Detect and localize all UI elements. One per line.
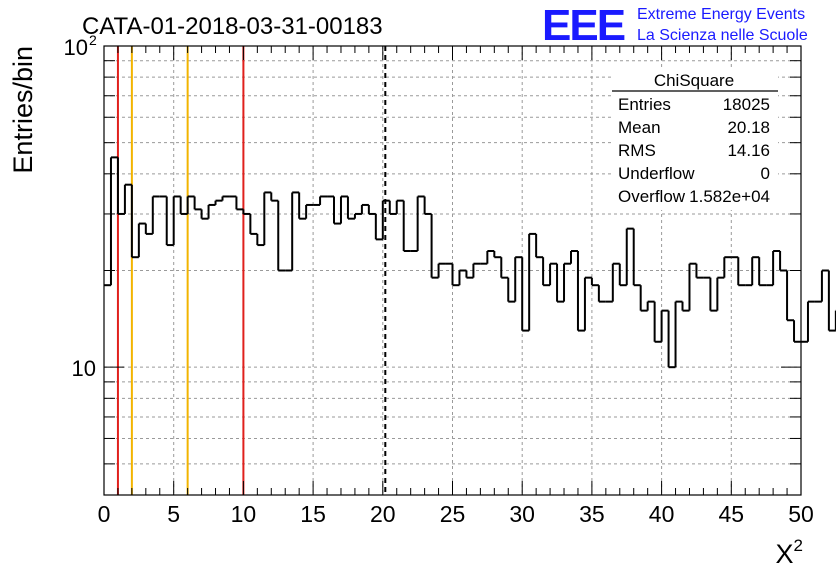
stats-overflow-value: 1.582e+04 (689, 187, 770, 206)
y-axis-label: Entries/bin (8, 46, 38, 174)
stats-box: ChiSquare Entries 18025 Mean 20.18 RMS 1… (612, 70, 778, 210)
x-tick-label: 30 (509, 501, 535, 527)
y-tick-label: 10 (64, 35, 88, 60)
stats-entries-value: 18025 (723, 95, 770, 114)
stats-rms-value: 14.16 (727, 141, 770, 160)
stats-mean-label: Mean (618, 118, 661, 137)
x-tick-label: 0 (98, 501, 111, 527)
x-tick-label: 40 (649, 501, 675, 527)
x-axis-label: X2 (776, 536, 803, 569)
stats-underflow-value: 0 (761, 164, 770, 183)
x-tick-label: 15 (300, 501, 326, 527)
eee-logo: EEE Extreme Energy Events La Scienza nel… (542, 1, 808, 50)
y-tick-label: 10 (72, 356, 96, 381)
stats-mean-value: 20.18 (727, 118, 770, 137)
chart-title: CATA-01-2018-03-31-00183 (82, 13, 383, 40)
y-tick-label-exponent: 2 (89, 32, 97, 48)
logo-mark: EEE (542, 1, 625, 50)
stats-title: ChiSquare (654, 71, 734, 90)
x-tick-label: 35 (579, 501, 605, 527)
stats-box-background (612, 70, 778, 210)
stats-entries-label: Entries (618, 95, 671, 114)
x-tick-label: 25 (440, 501, 466, 527)
x-tick-label: 20 (370, 501, 396, 527)
logo-line2: La Scienza nelle Scuole (637, 27, 808, 44)
stats-rms-label: RMS (618, 141, 656, 160)
x-tick-label: 50 (788, 501, 814, 527)
marker-lines-layer (116, 46, 387, 495)
x-tick-label: 10 (231, 501, 257, 527)
logo-line1: Extreme Energy Events (637, 6, 805, 23)
x-tick-label: 45 (719, 501, 745, 527)
stats-underflow-label: Underflow (618, 164, 695, 183)
stats-overflow-label: Overflow (618, 187, 686, 206)
x-tick-label: 5 (167, 501, 180, 527)
